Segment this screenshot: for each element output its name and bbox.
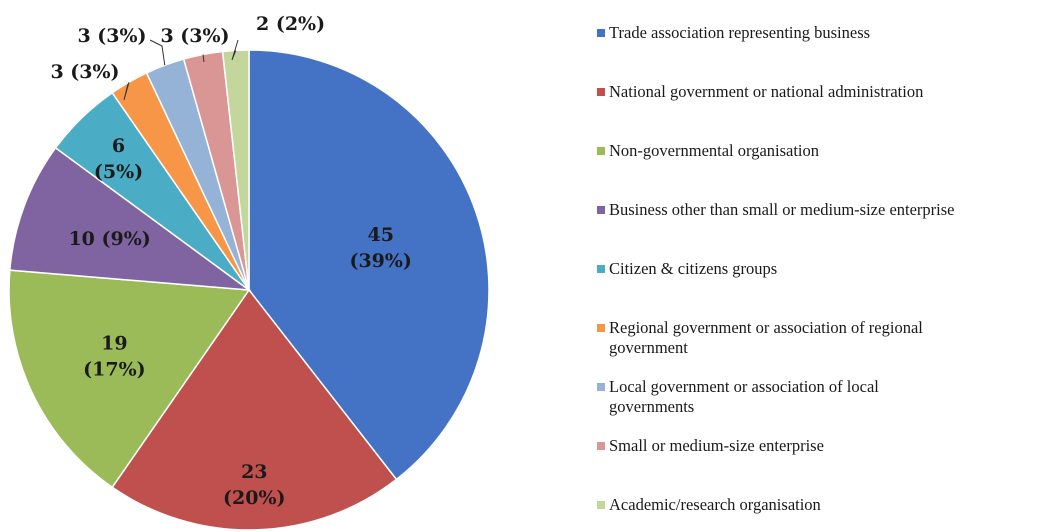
legend-swatch-academic-research-organisation xyxy=(597,501,605,509)
slice-label-citizen-citizens-groups: 6 xyxy=(112,135,125,157)
legend-swatch-national-government-or-national-administration xyxy=(597,88,605,96)
pie-slice-business-other-than-small-or-medium-size-enterprise xyxy=(9,146,252,291)
legend-item-small-or-medium-size-enterprise: Small or medium-size enterprise xyxy=(597,436,824,455)
legend-label-trade-association-representing-business: Trade association representing business xyxy=(609,23,870,42)
legend-label-small-or-medium-size-enterprise: Small or medium-size enterprise xyxy=(609,436,824,455)
slice-pct-national-government-or-national-administration: (20%) xyxy=(223,487,285,509)
legend-label-regional-government-or-association-of-regional-government: Regional government or association of re… xyxy=(609,318,923,357)
slice-label-trade-association-representing-business: 45 xyxy=(367,224,393,246)
legend-item-non-governmental-organisation: Non-governmental organisation xyxy=(597,141,819,160)
legend-label-academic-research-organisation: Academic/research organisation xyxy=(609,495,821,514)
leader-line-small-or-medium-size-enterprise xyxy=(202,54,205,63)
slice-label-business-other-than-small-or-medium-size-enterprise: 10 (9%) xyxy=(68,228,150,250)
leader-line-academic-research-organisation xyxy=(231,39,239,61)
pie-slice-non-governmental-organisation xyxy=(8,269,251,489)
slice-pct-trade-association-representing-business: (39%) xyxy=(349,250,411,272)
slice-label-national-government-or-national-administration: 23 xyxy=(241,461,267,483)
legend-label-business-other-than-small-or-medium-size-enterprise: Business other than small or medium-size… xyxy=(609,200,955,219)
legend-swatch-business-other-than-small-or-medium-size-enterprise xyxy=(597,206,605,214)
legend-item-citizen-citizens-groups: Citizen & citizens groups xyxy=(597,259,777,278)
leader-line-regional-government-or-association-of-regional-government xyxy=(123,82,130,101)
legend-swatch-small-or-medium-size-enterprise xyxy=(597,442,605,450)
legend-label-citizen-citizens-groups: Citizen & citizens groups xyxy=(609,259,777,278)
legend: Trade association representing business N… xyxy=(597,23,955,514)
legend-swatch-citizen-citizens-groups xyxy=(597,265,605,273)
pie-slice-trade-association-representing-business xyxy=(248,49,490,481)
legend-item-academic-research-organisation: Academic/research organisation xyxy=(597,495,821,514)
slice-pct-non-governmental-organisation: (17%) xyxy=(83,359,145,381)
slice-labels: 45 (39%) 23 (20%) 19 (17%) 10 (9%) 6 (5%) 3 (3%) 3… xyxy=(50,13,411,509)
pie-slices xyxy=(8,49,490,531)
legend-item-local-government-or-association-of-local-governments: Local government or association of local… xyxy=(597,377,879,416)
legend-swatch-trade-association-representing-business xyxy=(597,29,605,37)
pie-slice-national-government-or-national-administration xyxy=(111,288,398,531)
legend-swatch-non-governmental-organisation xyxy=(597,147,605,155)
legend-item-regional-government-or-association-of-regional-government: Regional government or association of re… xyxy=(597,318,923,357)
slice-label-academic-research-organisation: 2 (2%) xyxy=(256,13,325,35)
legend-label-local-government-or-association-of-local-governments: Local government or association of local… xyxy=(609,377,879,416)
legend-item-trade-association-representing-business: Trade association representing business xyxy=(597,23,870,42)
leader-line-local-government-or-association-of-local-governments xyxy=(149,39,166,66)
pie-slice-academic-research-organisation xyxy=(221,49,250,291)
slice-label-regional-government-or-association-of-regional-government: 3 (3%) xyxy=(50,61,119,83)
slice-pct-citizen-citizens-groups: (5%) xyxy=(94,161,143,183)
slice-label-small-or-medium-size-enterprise: 3 (3%) xyxy=(160,25,229,47)
legend-item-business-other-than-small-or-medium-size-enterprise: Business other than small or medium-size… xyxy=(597,200,955,219)
slice-label-non-governmental-organisation: 19 xyxy=(101,333,127,355)
legend-item-national-government-or-national-administration: National government or national administ… xyxy=(597,82,923,101)
legend-label-non-governmental-organisation: Non-governmental organisation xyxy=(609,141,819,160)
legend-swatch-regional-government-or-association-of-regional-government xyxy=(597,324,605,332)
legend-label-national-government-or-national-administration: National government or national administ… xyxy=(609,82,923,101)
legend-swatch-local-government-or-association-of-local-governments xyxy=(597,383,605,391)
slice-label-local-government-or-association-of-local-governments: 3 (3%) xyxy=(77,25,146,47)
